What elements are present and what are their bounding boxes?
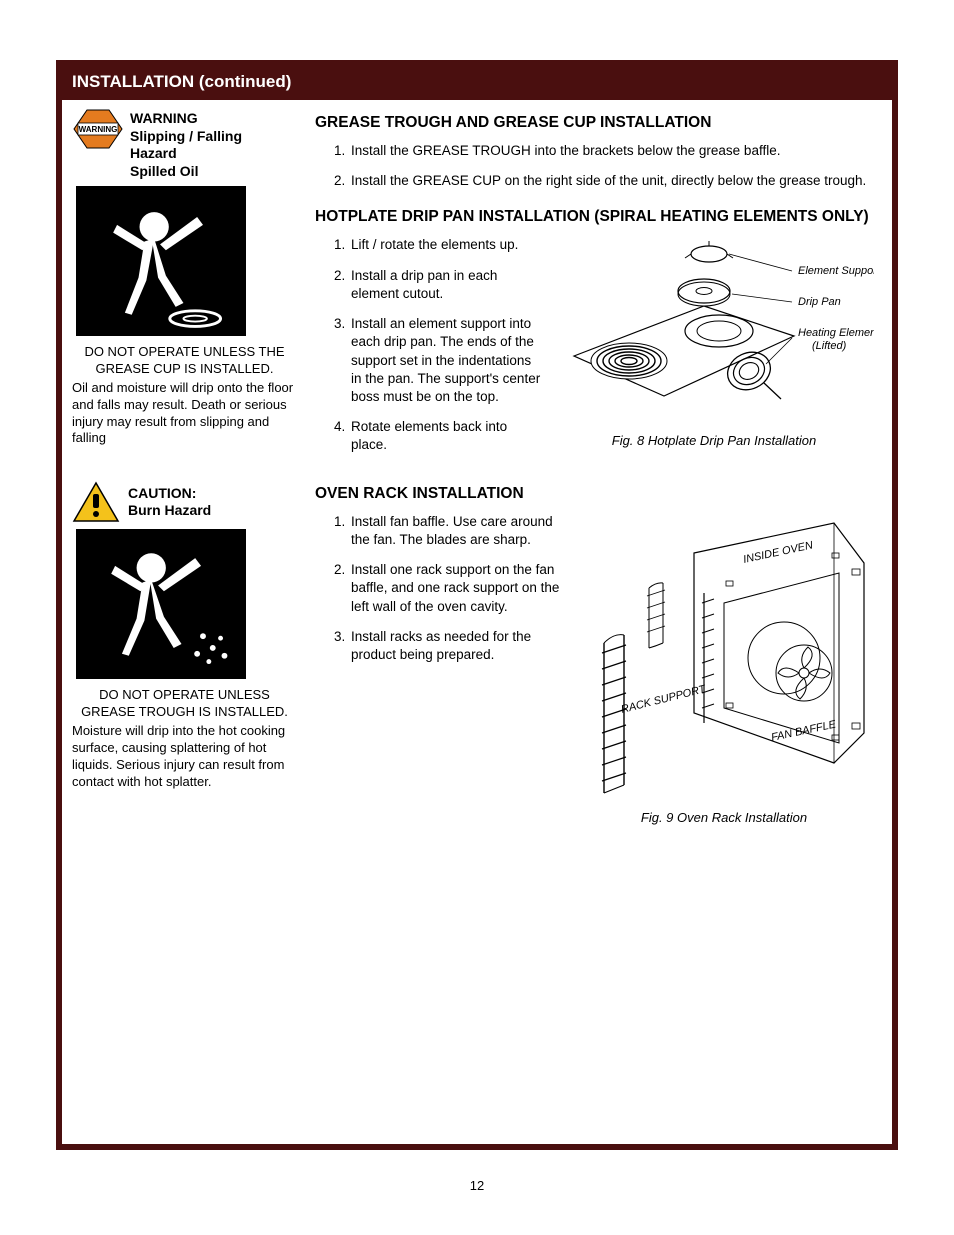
fig8-label-3: Heating Element <box>798 327 874 339</box>
warning-lines: Slipping / Falling Hazard Spilled Oil <box>130 128 242 181</box>
page-number: 12 <box>0 1178 954 1193</box>
body-columns: WARNING WARNING Slipping / Falling Hazar… <box>62 100 892 831</box>
grease-step-1: Install the GREASE TROUGH into the brack… <box>349 142 874 160</box>
fig8-label-1: Element Support <box>798 265 874 277</box>
oven-step-1: Install fan baffle. Use care around the … <box>349 513 569 549</box>
caution-caption-body: Moisture will drip into the hot cooking … <box>72 723 297 791</box>
slipping-pictogram <box>76 186 246 336</box>
burn-pictogram <box>76 529 246 679</box>
fig8-label-2: Drip Pan <box>798 296 841 308</box>
warning-title: WARNING <box>130 110 242 128</box>
grease-step-2: Install the GREASE CUP on the right side… <box>349 172 874 190</box>
figure-9-caption: Fig. 9 Oven Rack Installation <box>574 810 874 825</box>
heading-oven: OVEN RACK INSTALLATION <box>315 485 874 503</box>
hotplate-step-1: Lift / rotate the elements up. <box>349 236 519 254</box>
warning-block-slipping: WARNING WARNING Slipping / Falling Hazar… <box>72 108 297 180</box>
warning-caption-body: Oil and moisture will drip onto the floo… <box>72 380 297 448</box>
grease-steps: Install the GREASE TROUGH into the brack… <box>315 142 874 190</box>
oven-content: INSIDE OVEN RACK SUPPORT FAN BAFFLE Fig.… <box>315 513 874 831</box>
page-frame: INSTALLATION (continued) WARNING WARNING… <box>56 60 898 1150</box>
page-number-value: 12 <box>470 1178 484 1193</box>
warning-heading: WARNING Slipping / Falling Hazard Spille… <box>130 108 242 180</box>
figure-8: Element Support Drip Pan Heating Element… <box>554 236 874 448</box>
warning-badge-text: WARNING <box>79 125 118 134</box>
header-title: INSTALLATION (continued) <box>72 72 291 91</box>
heading-hotplate: HOTPLATE DRIP PAN INSTALLATION (SPIRAL H… <box>315 208 874 226</box>
caution-heading: CAUTION: Burn Hazard <box>128 485 211 520</box>
fig8-label-3b: (Lifted) <box>812 340 847 352</box>
oven-step-2: Install one rack support on the fan baff… <box>349 561 569 616</box>
caution-caption-bold: DO NOT OPERATE UNLESS GREASE TROUGH IS I… <box>72 687 297 721</box>
right-column: GREASE TROUGH AND GREASE CUP INSTALLATIO… <box>315 108 874 831</box>
left-column: WARNING WARNING Slipping / Falling Hazar… <box>72 108 297 831</box>
hotplate-content: Element Support Drip Pan Heating Element… <box>315 236 874 466</box>
figure-9: INSIDE OVEN RACK SUPPORT FAN BAFFLE Fig.… <box>574 513 874 825</box>
warning-badge-icon: WARNING <box>72 108 124 150</box>
caution-title: CAUTION: <box>128 485 211 503</box>
heading-grease: GREASE TROUGH AND GREASE CUP INSTALLATIO… <box>315 114 874 132</box>
caution-badge-icon <box>72 481 120 523</box>
caution-block-burn: CAUTION: Burn Hazard <box>72 481 297 523</box>
warning-caption-bold: DO NOT OPERATE UNLESS THE GREASE CUP IS … <box>72 344 297 378</box>
section-header: INSTALLATION (continued) <box>62 66 892 100</box>
hotplate-step-2: Install a drip pan in each element cutou… <box>349 267 519 303</box>
figure-8-caption: Fig. 8 Hotplate Drip Pan Installation <box>554 433 874 448</box>
oven-step-3: Install racks as needed for the product … <box>349 628 569 664</box>
caution-subtitle: Burn Hazard <box>128 502 211 520</box>
